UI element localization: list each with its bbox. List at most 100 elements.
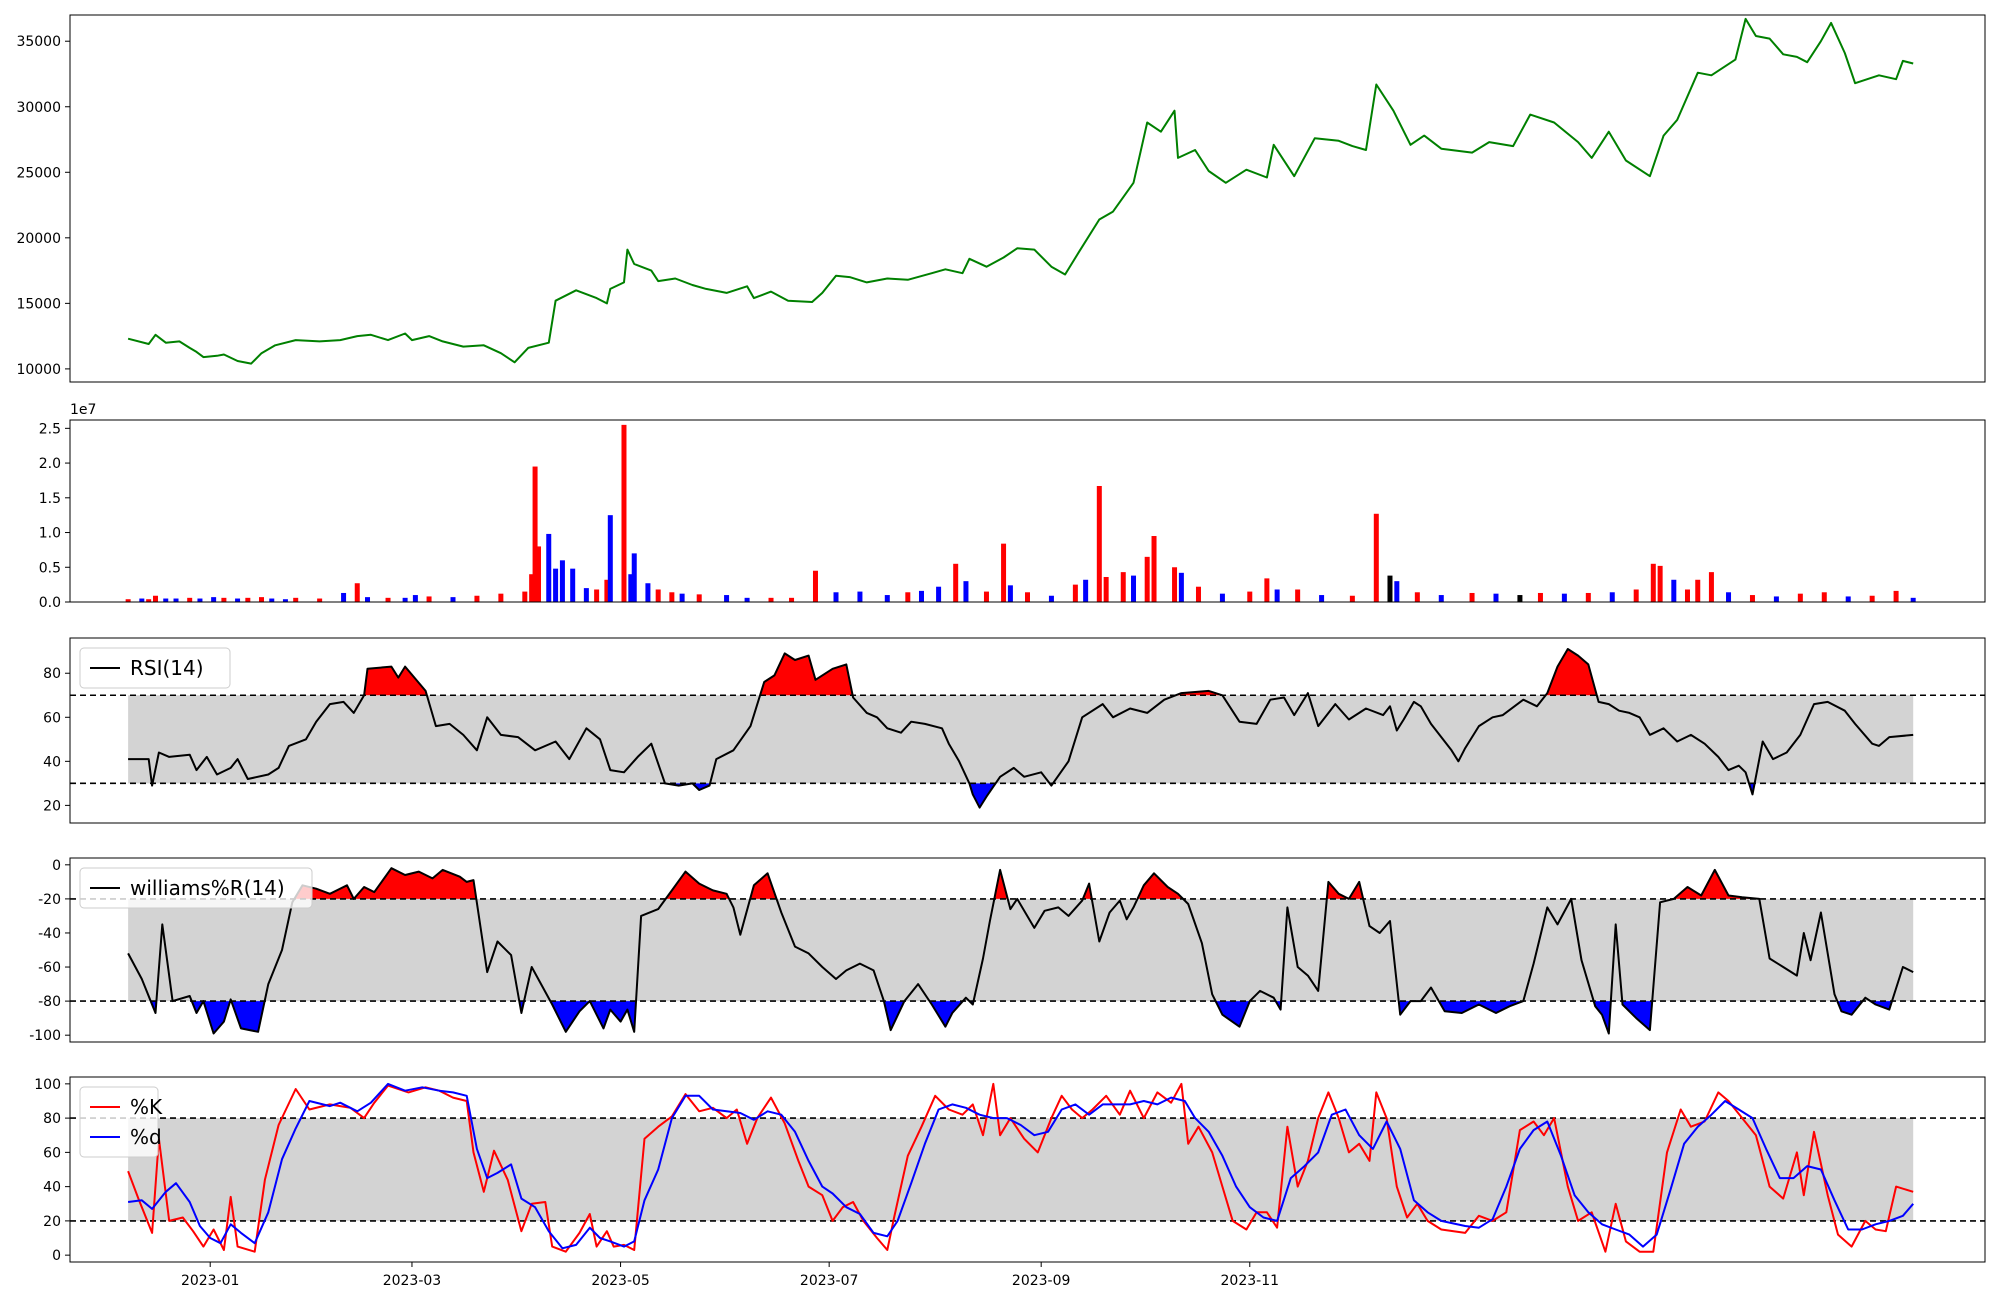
price-panel: 10000 15000 20000 25000 30000 35000: [16, 14, 1986, 383]
rsi-overbought-fill: [1545, 649, 1597, 696]
volume-bar: [1869, 595, 1875, 602]
volume-bar: [1708, 572, 1714, 602]
volume-bar: [963, 581, 969, 602]
volume-bar: [936, 586, 942, 602]
rsi-frame: [69, 637, 1986, 824]
stochastic-legend-box: [79, 1086, 159, 1158]
volume-bar: [1469, 592, 1475, 602]
rsi-series-line-0: [128, 648, 1914, 809]
volume-bar: [583, 588, 589, 602]
rsi-oversold-fill: [692, 783, 710, 790]
volume-bar: [1695, 579, 1701, 602]
volume-bar: [1773, 596, 1779, 602]
volume-frame: [69, 419, 1986, 603]
volume-ytick-label: 0.5: [39, 560, 61, 576]
williams-oversold-fill: [1622, 1001, 1653, 1031]
volume-bar: [1195, 586, 1201, 602]
volume-bar: [953, 563, 959, 602]
volume-bar: [139, 598, 145, 602]
volume-bar: [1414, 592, 1420, 602]
volume-bar: [1172, 567, 1178, 602]
volume-bar: [1821, 592, 1827, 602]
x-tick-label: 2023-11: [1221, 1273, 1280, 1289]
volume-bar: [474, 595, 480, 602]
volume-bar: [655, 589, 661, 602]
volume-bar: [235, 598, 241, 602]
williams-oversold-fill: [1438, 1001, 1524, 1013]
williams-legend-label: williams%R(14): [130, 876, 285, 900]
volume-ytick-label: 1.0: [39, 526, 61, 542]
rsi-overbought-fill: [364, 666, 427, 696]
williams-ytick-label: -100: [29, 1028, 61, 1044]
volume-bar: [1394, 581, 1400, 602]
williams-overbought-fill: [1326, 881, 1349, 899]
volume-bar: [905, 592, 911, 602]
stochastic-frame: [69, 1076, 1986, 1263]
volume-bar: [696, 594, 702, 602]
williams-ytick-label: 0: [52, 858, 61, 874]
williams-oversold-fill: [1870, 1001, 1892, 1010]
stochastic-legend-label: %d: [130, 1125, 162, 1149]
price-ytick-label: 25000: [16, 165, 61, 181]
volume-bar: [1083, 579, 1089, 602]
stochastic-ytick-label: 60: [43, 1145, 61, 1161]
volume-bar: [187, 597, 193, 602]
volume-bar: [450, 597, 456, 602]
stochastic-ytick-label: 0: [52, 1248, 61, 1264]
volume-bar: [1561, 593, 1567, 602]
volume-bar: [498, 593, 504, 602]
volume-panel: 0.0 0.5 1.0 1.5 2.0 2.5 1e7: [39, 402, 1986, 611]
williams-legend: williams%R(14): [79, 867, 313, 909]
volume-bar: [1749, 595, 1755, 602]
volume-bar: [645, 583, 651, 602]
volume-bar: [768, 597, 774, 602]
volume-bar: [221, 597, 227, 602]
volume-bar: [532, 466, 538, 602]
williams-ytick-label: -80: [38, 994, 61, 1010]
volume-bar: [1247, 591, 1253, 602]
rsi-oversold-fill: [969, 783, 996, 808]
volume-bar: [570, 568, 576, 602]
volume-bar: [1797, 593, 1803, 602]
rsi-legend: RSI(14): [79, 647, 231, 689]
stochastic-ytick-label: 100: [34, 1077, 61, 1093]
volume-bar: [679, 593, 685, 602]
volume-bar: [1349, 595, 1355, 602]
williams-legend-box: [79, 867, 313, 909]
williams-neutral-band: [128, 898, 1914, 1002]
stochastic-ytick-label: 80: [43, 1111, 61, 1127]
volume-bar: [293, 597, 299, 602]
williams-overbought-fill: [750, 873, 777, 899]
volume-bar: [1671, 579, 1677, 602]
volume-bar: [1319, 595, 1325, 602]
volume-bar: [1001, 543, 1007, 602]
williams-overbought-fill: [994, 869, 1008, 899]
volume-bar: [724, 595, 730, 602]
volume-bar: [669, 592, 675, 602]
volume-bar: [1007, 585, 1013, 602]
volume-bar: [1048, 595, 1054, 602]
volume-bar: [412, 595, 418, 602]
williams-panel: 0 -20 -40 -60 -80 -100 williams%R(14): [29, 857, 1986, 1044]
volume-bar: [522, 591, 528, 602]
price-ytick-label: 20000: [16, 231, 61, 247]
rsi-panel: 20 40 60 80 RSI(14): [43, 637, 1986, 824]
williams-oversold-fill: [191, 1001, 204, 1013]
volume-bar: [1893, 590, 1899, 602]
volume-bar: [211, 597, 217, 602]
williams-oversold-fill: [929, 1001, 963, 1027]
price-ytick-label: 35000: [16, 34, 61, 50]
volume-bar: [812, 570, 818, 602]
stochastic-ytick-label: 20: [43, 1214, 61, 1230]
price-frame: [69, 14, 1986, 383]
volume-bar: [1144, 556, 1150, 602]
volume-bar: [146, 599, 152, 602]
x-tick-label: 2023-05: [591, 1273, 650, 1289]
volume-bar: [354, 583, 360, 602]
stochastic-ytick-label: 40: [43, 1180, 61, 1196]
price-ytick-label: 10000: [16, 362, 61, 378]
x-tick-label: 2023-07: [800, 1273, 859, 1289]
volume-bar: [1264, 578, 1270, 602]
